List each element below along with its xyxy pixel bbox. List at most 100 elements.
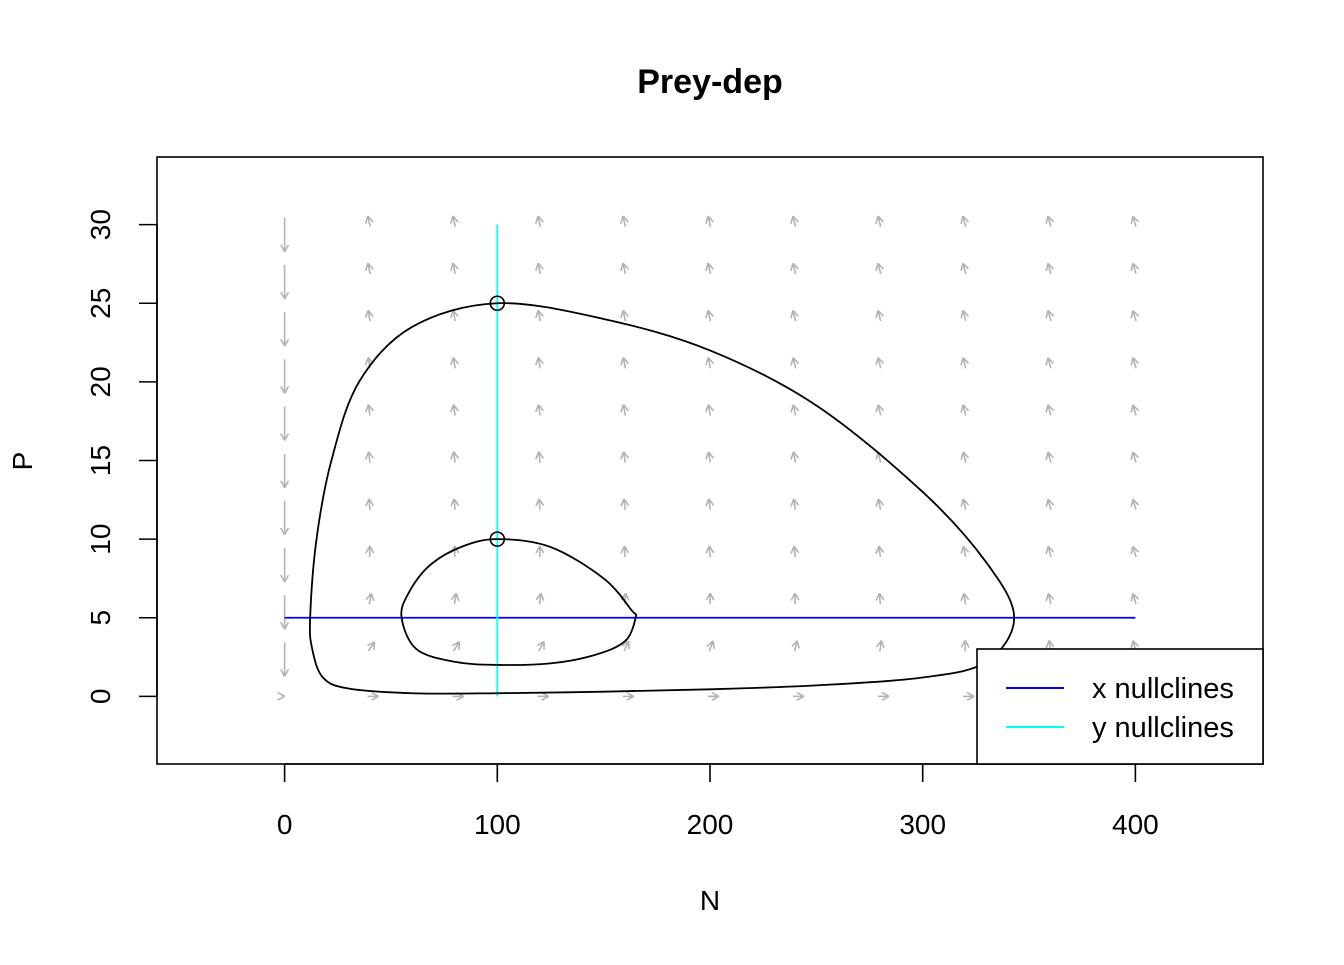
vector-field-arrow (1131, 594, 1138, 605)
y-tick-label: 30 (85, 209, 116, 240)
vector-field-arrow (961, 499, 968, 510)
vector-field-arrow (281, 501, 289, 535)
vector-field-arrow (621, 452, 629, 463)
vector-field-arrow (706, 405, 714, 416)
y-tick-label: 10 (85, 524, 116, 555)
vector-field-arrow (621, 499, 629, 510)
vector-field-arrow (536, 310, 544, 321)
x-tick-label: 300 (899, 809, 946, 840)
vector-field-arrow (451, 216, 459, 227)
vector-field-arrow (451, 405, 459, 416)
vector-field-arrow (791, 499, 799, 510)
vector-field-arrow (1131, 499, 1138, 510)
y-tick-label: 5 (85, 610, 116, 626)
x-tick-label: 200 (687, 809, 734, 840)
vector-field-arrow (621, 546, 629, 557)
vector-field-arrow (538, 693, 549, 701)
vector-field-arrow (366, 499, 374, 510)
vector-field-arrow (876, 593, 884, 604)
vector-field-arrow (961, 640, 969, 651)
vector-field-arrow (961, 216, 968, 227)
vector-field-arrow (281, 218, 289, 252)
vector-field (278, 216, 1139, 700)
vector-field-arrow (623, 693, 634, 701)
vector-field-arrow (366, 405, 374, 416)
y-tick-label: 0 (85, 689, 116, 705)
vector-field-arrow (706, 593, 714, 604)
vector-field-arrow (281, 312, 289, 346)
vector-field-arrow (791, 546, 799, 557)
vector-field-arrow (791, 405, 799, 416)
vector-field-arrow (1131, 311, 1138, 322)
vector-field-arrow (706, 546, 714, 557)
vector-field-arrow (621, 216, 628, 227)
legend-box (977, 649, 1263, 764)
vector-field-arrow (1131, 358, 1138, 369)
vector-field-arrow (877, 640, 885, 651)
vector-field-arrow (876, 499, 884, 510)
legend-label-y-nullclines: y nullclines (1092, 712, 1234, 744)
vector-field-arrow (1131, 263, 1138, 274)
vector-field-arrow (367, 642, 374, 651)
vector-field-arrow (281, 265, 289, 299)
vector-field-arrow (366, 310, 374, 321)
vector-field-arrow (961, 452, 968, 463)
trajectories (310, 303, 1014, 694)
vector-field-arrow (876, 263, 883, 274)
vector-field-arrow (281, 548, 289, 582)
vector-field-arrow (281, 407, 289, 441)
vector-field-arrow (366, 546, 374, 557)
vector-field-arrow (706, 263, 713, 274)
vector-field-arrow (961, 358, 968, 369)
vector-field-arrow (1046, 310, 1053, 321)
vector-field-arrow (876, 216, 883, 227)
vector-field-arrow (706, 358, 714, 369)
y-tick-label: 20 (85, 366, 116, 397)
vector-field-arrow (961, 310, 968, 321)
x-tick-label: 400 (1112, 809, 1159, 840)
vector-field-arrow (1131, 452, 1138, 463)
chart-title: Prey-dep (637, 63, 783, 101)
x-tick-label: 100 (474, 809, 521, 840)
vector-field-arrow (961, 263, 968, 274)
vector-field-arrow (876, 546, 884, 557)
vector-field-arrow (961, 405, 968, 416)
y-axis: 0 5 10 15 20 25 30 (85, 209, 157, 704)
vector-field-arrow (451, 357, 459, 368)
vector-field-arrow (621, 263, 628, 274)
vector-field-arrow (963, 693, 974, 701)
vector-field-arrow (536, 499, 544, 510)
vector-field-arrow (536, 593, 544, 604)
vector-field-arrow (281, 642, 289, 676)
vector-field-arrow (281, 595, 289, 629)
vector-field-arrow (961, 546, 969, 557)
vector-field-arrow (451, 263, 459, 274)
y-tick-label: 15 (85, 445, 116, 476)
vector-field-arrow (537, 641, 544, 651)
y-tick-label: 25 (85, 288, 116, 319)
vector-field-arrow (792, 641, 799, 652)
vector-field-arrow (878, 693, 889, 701)
vector-field-arrow (621, 310, 629, 321)
x-axis-title: N (700, 885, 720, 916)
vector-field-arrow (791, 310, 798, 321)
vector-field-arrow (791, 358, 798, 369)
trajectory-1 (310, 303, 1014, 694)
vector-field-arrow (707, 641, 714, 651)
vector-field-arrow (1046, 405, 1053, 416)
vector-field-arrow (1131, 405, 1138, 416)
vector-field-arrow (536, 546, 544, 557)
vector-field-arrow (793, 693, 804, 701)
vector-field-arrow (1046, 499, 1053, 510)
vector-field-arrow (451, 452, 459, 463)
vector-field-arrow (1046, 216, 1053, 227)
legend-label-x-nullclines: x nullclines (1092, 673, 1234, 705)
y-axis-title: P (7, 452, 38, 471)
vector-field-arrow (621, 358, 629, 369)
vector-field-arrow (452, 642, 459, 651)
vector-field-arrow (791, 263, 798, 274)
vector-field-arrow (876, 310, 883, 321)
vector-field-arrow (706, 216, 713, 227)
